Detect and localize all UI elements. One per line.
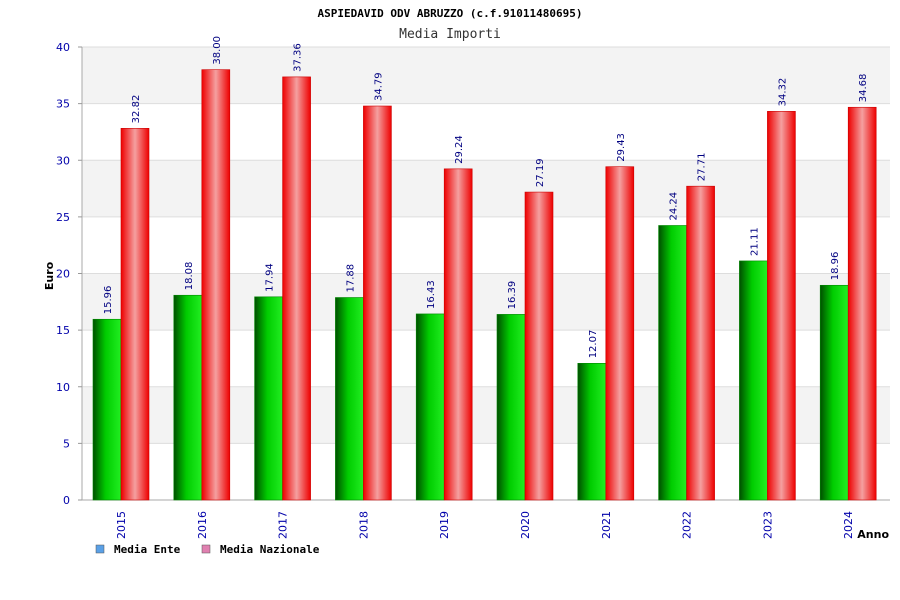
x-tick-label: 2023	[761, 511, 774, 539]
legend-swatch-media-nazionale	[201, 544, 211, 554]
x-tick-label: 2021	[600, 511, 613, 539]
bar-value-label: 15.96	[103, 286, 114, 315]
bar-media-ente	[496, 314, 526, 501]
bar-media-ente	[415, 313, 445, 501]
y-tick-label: 40	[56, 41, 70, 54]
y-tick-label: 25	[56, 211, 70, 224]
bar-value-label: 24.24	[669, 192, 680, 221]
bar-value-label: 21.11	[749, 227, 760, 256]
bar-media-ente	[739, 260, 768, 501]
bar-media-ente	[577, 363, 607, 501]
y-tick-label: 20	[56, 268, 70, 281]
bar-value-label: 29.43	[616, 133, 627, 162]
y-tick-label: 10	[56, 381, 70, 394]
bar-value-label: 17.88	[345, 264, 356, 293]
bar-value-label: 38.00	[212, 36, 223, 65]
bar-value-label: 27.71	[697, 153, 708, 182]
bar-value-label: 34.32	[777, 78, 788, 107]
x-tick-label: 2022	[681, 511, 694, 539]
x-tick-label: 2018	[357, 511, 370, 539]
x-tick-label: 2024	[842, 511, 855, 539]
bar-media-ente	[658, 225, 687, 501]
bar-value-label: 27.19	[535, 158, 546, 187]
x-axis-ticks: 2015 2016 2017 2018 2019 2020 2021 2022 2023 2024	[115, 511, 855, 539]
bar-value-label: 17.94	[265, 263, 276, 292]
legend: Media Ente Media Nazionale	[95, 543, 320, 556]
bar-value-label: 32.82	[131, 95, 142, 124]
y-tick-label: 5	[63, 437, 70, 450]
legend-label-media-ente: Media Ente	[114, 543, 181, 556]
bar-media-ente	[173, 294, 203, 501]
bar-media-ente	[254, 296, 283, 501]
bar-media-nazionale	[201, 69, 231, 501]
bar-media-nazionale	[524, 191, 554, 501]
value-labels: 15.96 32.82 18.08 38.00 17.94 37.36 17.88 34.79…	[103, 36, 869, 358]
y-tick-label: 30	[56, 154, 70, 167]
bar-media-nazionale	[767, 111, 796, 501]
legend-label-media-nazionale: Media Nazionale	[220, 543, 320, 556]
bars	[92, 69, 877, 501]
y-tick-label: 35	[56, 98, 70, 111]
bar-media-nazionale	[363, 105, 392, 501]
y-axis-label: Euro	[43, 261, 56, 290]
legend-swatch-media-ente	[95, 544, 105, 554]
chart-title: ASPIEDAVID ODV ABRUZZO (c.f.91011480695)	[318, 7, 583, 20]
x-tick-label: 2017	[277, 511, 290, 539]
bar-media-ente	[819, 284, 849, 501]
bar-value-label: 18.08	[184, 262, 195, 291]
bar-media-nazionale	[282, 76, 311, 501]
bar-media-nazionale	[605, 166, 635, 501]
x-tick-label: 2016	[196, 511, 209, 539]
x-tick-label: 2015	[115, 511, 128, 539]
x-tick-label: 2020	[519, 511, 532, 539]
bar-value-label: 34.68	[858, 74, 869, 103]
bar-value-label: 16.43	[426, 280, 437, 309]
bar-value-label: 12.07	[588, 330, 599, 359]
chart-subtitle: Media Importi	[399, 27, 501, 42]
bar-media-nazionale	[847, 106, 877, 501]
bar-value-label: 34.79	[373, 72, 384, 101]
y-axis-ticks: 0 5 10 15 20 25 30 35 40	[56, 41, 82, 507]
bar-media-ente	[335, 297, 364, 501]
bar-media-nazionale	[686, 185, 715, 501]
bar-value-label: 29.24	[454, 135, 465, 164]
bar-media-ente	[92, 318, 122, 501]
bar-value-label: 16.39	[507, 281, 518, 310]
x-axis-label: Anno	[857, 528, 889, 541]
bar-media-nazionale	[443, 168, 473, 501]
bar-media-nazionale	[120, 128, 150, 501]
y-tick-label: 15	[56, 324, 70, 337]
bar-value-label: 37.36	[293, 43, 304, 72]
bar-value-label: 18.96	[830, 252, 841, 281]
x-tick-label: 2019	[438, 511, 451, 539]
y-tick-label: 0	[63, 494, 70, 507]
